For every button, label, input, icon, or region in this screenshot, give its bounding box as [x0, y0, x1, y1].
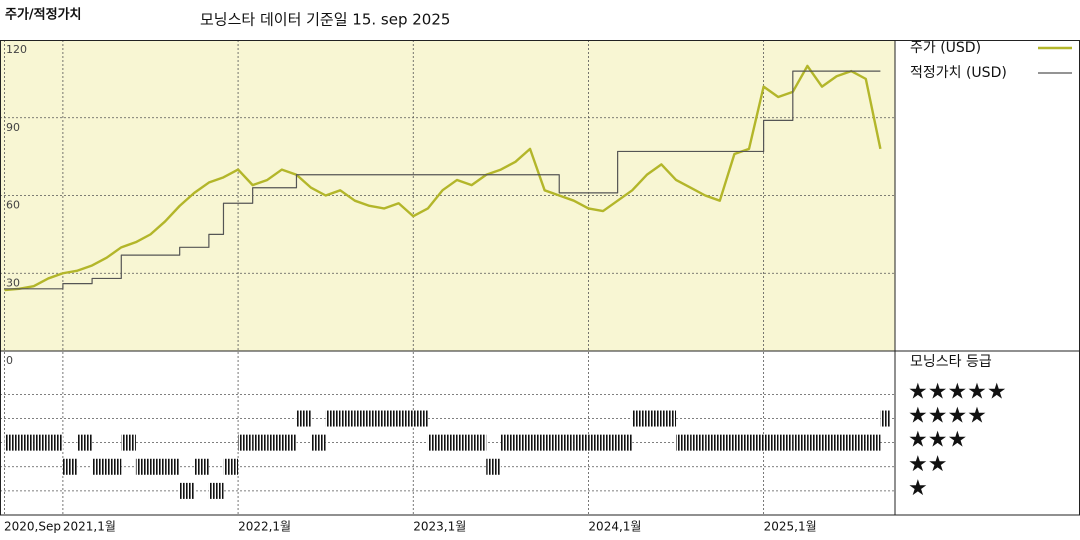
chart-title: 모닝스타 데이터 기준일 15. sep 2025 [200, 11, 450, 29]
rating-bar [573, 434, 589, 451]
legend-rating: ★ [908, 476, 928, 501]
rating-bar [661, 410, 677, 427]
series-line [4, 70, 881, 290]
rating-bar [865, 434, 881, 451]
rating-bar [690, 434, 706, 451]
rating-bar [135, 458, 151, 475]
rating-bar [311, 434, 326, 451]
rating-bar [471, 434, 487, 451]
rating-bar [792, 434, 808, 451]
legend-rating: ★★★★★ [908, 379, 1007, 404]
rating-bar [296, 410, 312, 427]
rating-bar [544, 434, 560, 451]
rating-bar [807, 434, 823, 451]
rating-bar [267, 434, 282, 451]
rating-bar [77, 434, 93, 451]
rating-bar [92, 458, 107, 475]
rating-bar [106, 458, 122, 475]
x-tick-label: 2024,1월 [588, 520, 641, 534]
rating-bar [384, 410, 399, 427]
rating-bar [880, 410, 890, 427]
rating-bar [281, 434, 297, 451]
rating-bar [19, 434, 34, 451]
rating-bar [778, 434, 793, 451]
rating-title: 모닝스타 등급 [910, 354, 992, 370]
panel-title: 주가/적정가치 [5, 7, 82, 23]
rating-bar [442, 434, 458, 451]
legend-rating: ★★★★ [908, 404, 987, 429]
rating-bar [603, 434, 618, 451]
y-tick-label: 90 [6, 121, 20, 134]
rating-bar [62, 458, 78, 475]
rating-bar [559, 434, 574, 451]
rating-bar [223, 458, 239, 475]
series-line [4, 64, 882, 292]
rating-bar [719, 434, 735, 451]
y-tick-label: 30 [6, 276, 20, 289]
rating-bar [617, 434, 633, 451]
rating-bar [194, 458, 209, 475]
rating-bar [121, 434, 136, 451]
rating-bar [413, 410, 428, 427]
rating-bar [427, 434, 443, 451]
rating-bar [763, 434, 779, 451]
rating-bar [238, 434, 253, 451]
rating-bar [530, 434, 545, 451]
rating-bar [165, 458, 180, 475]
rating-bar [150, 458, 166, 475]
rating-bar [632, 410, 647, 427]
rating-bar [398, 410, 414, 427]
rating-bar [457, 434, 472, 451]
y-tick-label: 120 [6, 43, 27, 56]
rating-bar [515, 434, 531, 451]
x-tick-label: 2020,Sep [4, 520, 61, 534]
rating-bar [646, 410, 662, 427]
legend-label: 적정가치 (USD) [910, 65, 1007, 81]
rating-frame [0, 350, 896, 516]
rating-bar [588, 434, 604, 451]
x-tick-label: 2025,1월 [764, 520, 817, 534]
y-tick-label: 0 [6, 354, 13, 367]
rating-bar [340, 410, 355, 427]
rating-bar [822, 434, 837, 451]
rating-bar [500, 434, 516, 451]
rating-bar [48, 434, 63, 451]
legend-label: 주가 (USD) [910, 40, 981, 56]
legend-rating: ★★ [908, 452, 947, 477]
rating-bar [851, 434, 866, 451]
rating-bar [179, 482, 195, 499]
rating-bar [734, 434, 750, 451]
rating-bar [325, 410, 341, 427]
legend-rating: ★★★ [908, 428, 967, 453]
rating-bar [252, 434, 268, 451]
rating-bar [4, 434, 20, 451]
rating-bar [354, 410, 370, 427]
rating-bar [705, 434, 720, 451]
y-tick-label: 60 [6, 199, 20, 212]
x-tick-label: 2023,1월 [413, 520, 466, 534]
rating-bar [208, 482, 224, 499]
x-tick-label: 2021,1월 [63, 520, 116, 534]
rating-bar [749, 434, 764, 451]
rating-bar [369, 410, 385, 427]
rating-bar [676, 434, 691, 451]
rating-bar [486, 458, 501, 475]
rating-bar [33, 434, 49, 451]
rating-bar [836, 434, 852, 451]
x-tick-label: 2022,1월 [238, 520, 291, 534]
